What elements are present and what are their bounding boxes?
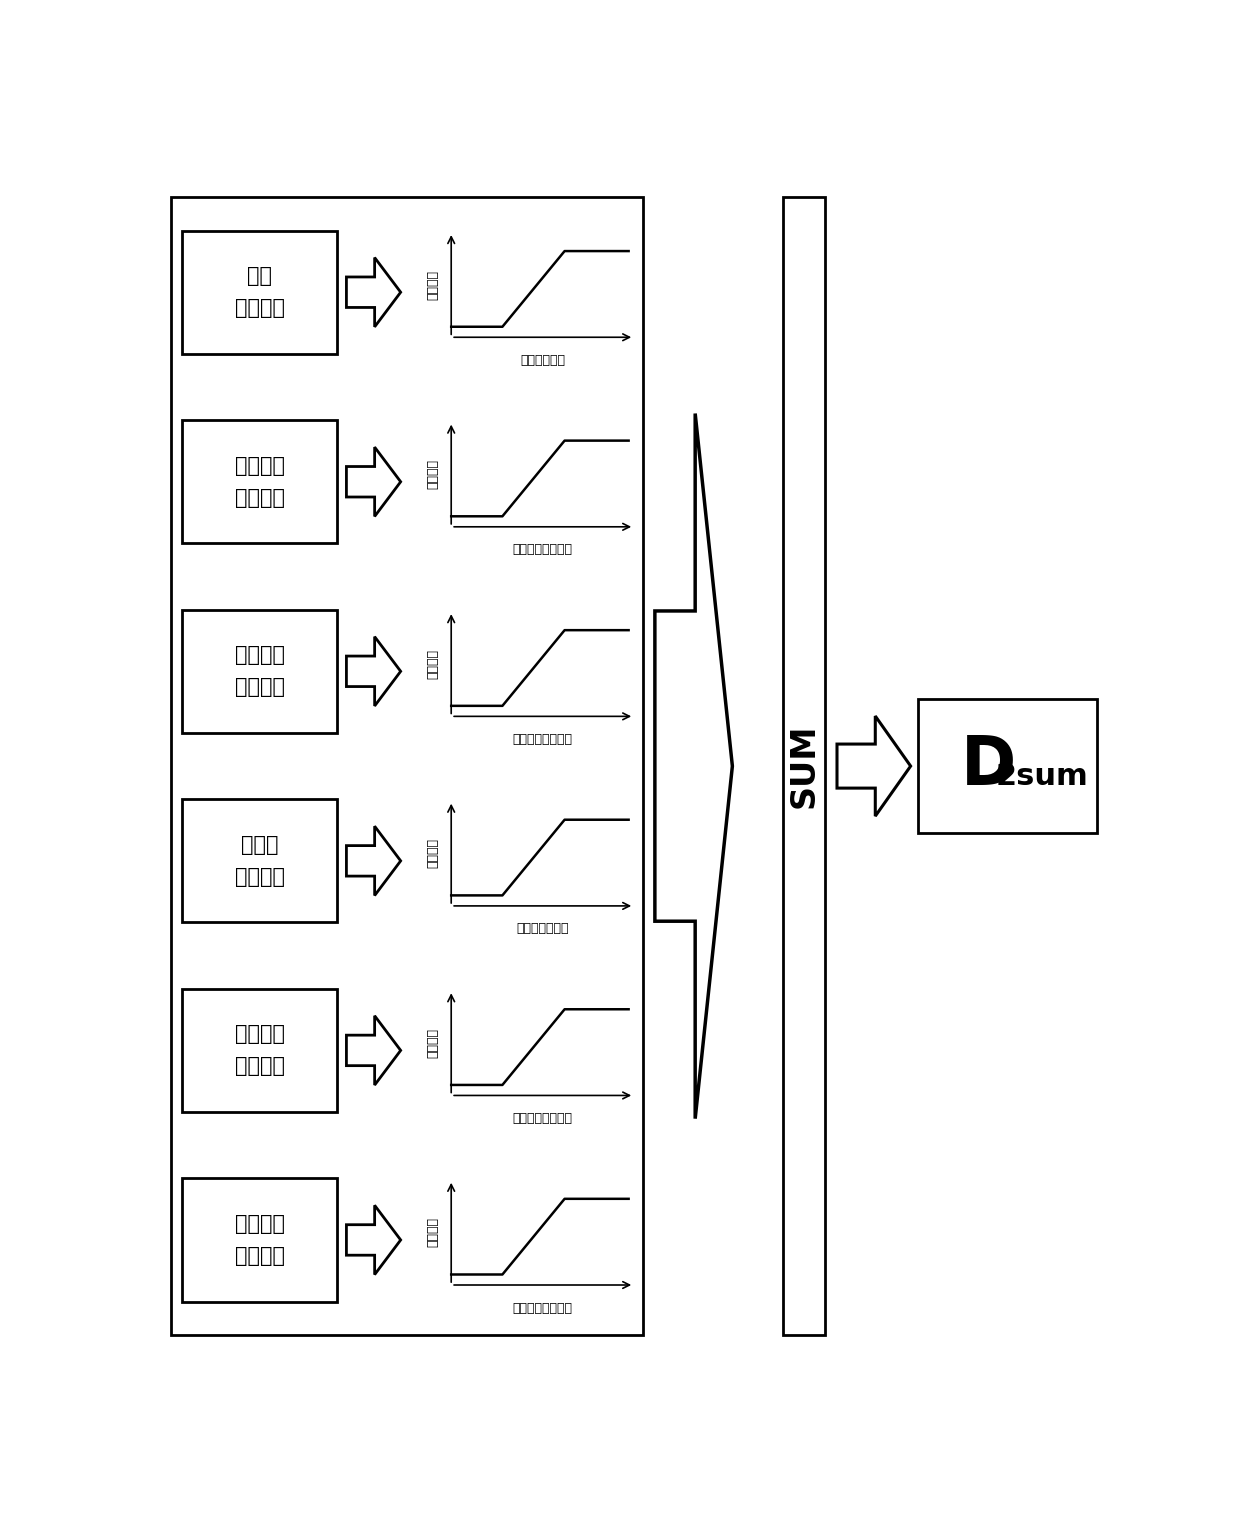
Bar [919,699,1096,833]
Polygon shape [346,258,401,326]
Polygon shape [346,448,401,516]
Text: 动臂下降先导压力: 动臂下降先导压力 [512,733,573,746]
Text: 斗杆外摆先导压力: 斗杆外摆先导压力 [512,1302,573,1315]
Text: 需求排量: 需求排量 [427,270,439,300]
Text: D: D [961,733,1016,799]
Text: SUM: SUM [787,724,821,809]
Text: 先导压力: 先导压力 [234,677,285,698]
Polygon shape [837,716,910,816]
Text: 铲斗先导压力: 铲斗先导压力 [520,353,565,367]
Text: 需求排量: 需求排量 [427,1029,439,1057]
Text: 右行走先导压力: 右行走先导压力 [516,922,569,936]
Text: 斗杆外摆先导压力: 斗杆外摆先导压力 [512,1112,573,1126]
Polygon shape [346,1206,401,1274]
Text: 斗杆回收: 斗杆回收 [234,1214,285,1233]
Text: 动臂下降: 动臂下降 [234,645,285,666]
Text: 先导压力: 先导压力 [234,1245,285,1267]
Bar [182,799,337,922]
Text: 先导压力: 先导压力 [234,299,285,319]
Text: 需求排量: 需求排量 [427,649,439,678]
Bar [182,1179,337,1302]
Text: 铲斗: 铲斗 [247,265,272,287]
Bar [182,420,337,543]
Text: 动臂举升先导压力: 动臂举升先导压力 [512,543,573,557]
Text: 先导压力: 先导压力 [234,866,285,887]
Bar [182,989,337,1112]
Polygon shape [346,827,401,895]
Bar [182,610,337,733]
Bar [171,197,644,1335]
Bar [182,231,337,353]
Text: 右行走: 右行走 [241,834,278,856]
Polygon shape [346,1016,401,1085]
Text: 先导压力: 先导压力 [234,1056,285,1077]
Text: 动臂举升: 动臂举升 [234,455,285,476]
Polygon shape [655,414,733,1118]
Text: 斗杆外摆: 斗杆外摆 [234,1024,285,1044]
Text: 2sum: 2sum [996,763,1089,792]
Text: 需求排量: 需求排量 [427,460,439,490]
Polygon shape [346,637,401,705]
Text: 需求排量: 需求排量 [427,1218,439,1247]
Text: 需求排量: 需求排量 [427,839,439,868]
Text: 先导压力: 先导压力 [234,488,285,508]
Bar [782,197,826,1335]
